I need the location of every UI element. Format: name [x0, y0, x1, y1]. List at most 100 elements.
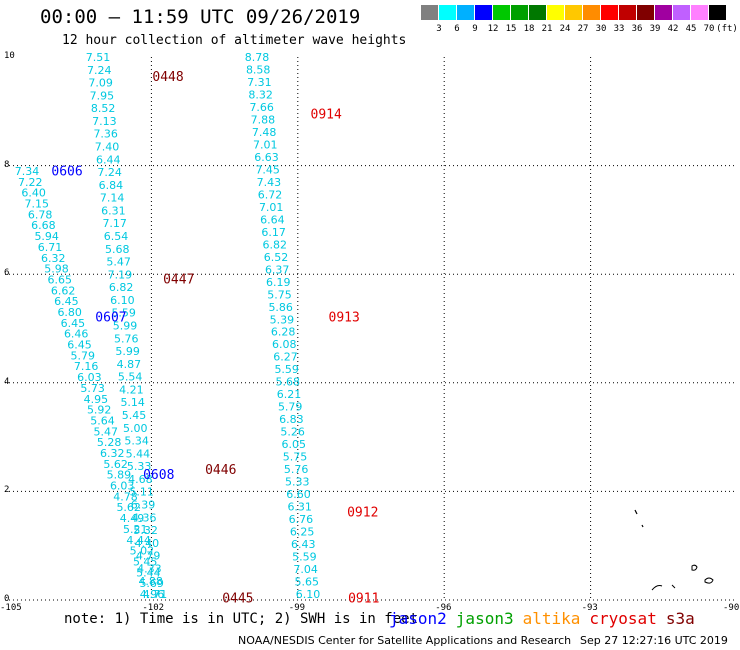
wave-height-value: 6.84	[99, 179, 124, 192]
legend-label: 45	[685, 24, 697, 34]
pass-labels: 0448 0914 0606 0447 0913 0607 0608 0446 0912 0445…	[51, 70, 379, 606]
wave-height-value: 6.32	[100, 447, 125, 460]
wave-height-value: 5.64	[90, 415, 115, 428]
legend-label: 70	[703, 24, 715, 34]
wave-height-value: 5.02	[130, 545, 155, 558]
wave-height-value: 6.82	[109, 281, 134, 294]
wave-height-value: 6.31	[287, 501, 312, 514]
wave-height-value: 7.16	[74, 360, 99, 373]
legend-swatch	[457, 5, 474, 20]
legend-label: (ft)	[716, 24, 738, 34]
wave-height-value: 6.52	[264, 251, 289, 264]
note-text: note: 1) Time is in UTC; 2) SWH is in fe…	[64, 611, 419, 627]
coastline-islands	[634, 509, 714, 591]
wave-height-value: 4.33	[137, 562, 162, 575]
legend-label: 36	[631, 24, 643, 34]
wave-height-value: 5.11	[129, 486, 154, 499]
satellite-altika: altika	[522, 609, 581, 628]
wave-height-value: 7.66	[249, 101, 274, 114]
y-tick-label: 2	[4, 485, 10, 496]
wave-height-value: 8.52	[91, 102, 116, 115]
wave-height-value: 6.27	[273, 351, 298, 364]
legend-label: 21	[541, 24, 553, 34]
wave-height-value: 6.82	[263, 238, 288, 251]
legend-swatch	[691, 5, 708, 20]
wave-height-value: 4.21	[119, 383, 144, 396]
wave-height-value: 4.68	[128, 473, 153, 486]
wave-height-value: 5.75	[283, 451, 308, 464]
wave-height-value: 7.51	[86, 51, 111, 64]
wave-height-value: 5.99	[113, 320, 138, 333]
pass-time-label: 0446	[205, 463, 236, 478]
wave-height-value: 6.05	[282, 438, 307, 451]
wave-height-value: 4.88	[138, 575, 163, 588]
wave-height-value: 6.63	[254, 151, 279, 164]
wave-height-value: 6.28	[271, 326, 296, 339]
wave-height-value: 5.92	[87, 404, 112, 417]
wave-height-value: 7.95	[90, 89, 115, 102]
legend-swatch	[421, 5, 438, 20]
x-tick-label: -99	[288, 603, 306, 613]
wave-height-value: 7.04	[293, 563, 318, 576]
legend-label: 42	[667, 24, 679, 34]
legend-swatch	[583, 5, 600, 20]
wave-height-value: 5.59	[111, 307, 136, 320]
wave-height-value: 6.80	[57, 306, 82, 319]
wave-height-value: 7.01	[259, 201, 284, 214]
legend-label: 39	[649, 24, 661, 34]
wave-height-value: 6.10	[296, 588, 321, 601]
pass-time-label: 0445	[222, 591, 253, 606]
altimeter-tracks: 7.517.247.097.958.527.137.367.406.447.24…	[15, 51, 321, 601]
wave-height-value: 6.68	[31, 219, 56, 232]
y-tick-label: 6	[4, 268, 10, 279]
satellite-legend: jason2 jason3 altika cryosat s3a	[389, 609, 704, 628]
wave-height-value: 4.71	[143, 588, 168, 601]
wave-height-value: 5.14	[120, 396, 145, 409]
wave-height-value: 4.95	[84, 393, 109, 406]
wave-height-value: 5.54	[118, 371, 143, 384]
y-tick-label: 8	[4, 159, 10, 170]
satellite-jason3: jason3	[455, 609, 514, 628]
wave-height-value: 5.69	[139, 577, 164, 590]
wave-height-value: 5.00	[123, 422, 148, 435]
wave-height-value: 5.79	[278, 401, 303, 414]
wave-height-value: 5.32	[133, 524, 158, 537]
x-tick-label: -96	[435, 603, 452, 613]
wave-height-value: 6.32	[41, 252, 66, 265]
wave-height-value: 5.33	[127, 460, 152, 473]
grid-lines	[5, 57, 737, 600]
wave-height-value: 7.34	[15, 165, 40, 178]
legend-label: 3	[436, 24, 442, 34]
wave-height-value: 4.79	[136, 550, 161, 563]
wave-height-value: 5.98	[44, 263, 69, 276]
wave-height-value: 5.73	[80, 382, 105, 395]
wave-height-value: 6.46	[64, 328, 89, 341]
legend-label: 33	[613, 24, 625, 34]
wave-height-value: 6.71	[38, 241, 63, 254]
wave-height-value: 6.54	[104, 230, 129, 243]
wave-height-value: 7.45	[255, 163, 280, 176]
wave-height-value: 5.62	[103, 458, 128, 471]
legend-label: 12	[487, 24, 499, 34]
y-tick-label: 0	[4, 594, 10, 604]
wave-height-value: 5.79	[71, 349, 96, 362]
legend-swatch	[547, 5, 564, 20]
legend-label: 27	[577, 24, 589, 34]
wave-height-value: 6.83	[279, 413, 304, 426]
wave-height-value: 4.40	[135, 537, 160, 550]
wave-height-value: 6.19	[266, 276, 291, 289]
wave-height-value: 5.45	[122, 409, 147, 422]
wave-height-value: 6.25	[290, 526, 315, 539]
wave-height-value: 6.65	[48, 274, 73, 287]
wave-height-value: 7.24	[87, 64, 112, 77]
map-title: 00:00 – 11:59 UTC 09/26/2019	[40, 6, 361, 28]
wave-height-value: 5.86	[268, 301, 293, 314]
wave-height-value: 6.45	[54, 295, 79, 308]
pass-time-label: 0913	[329, 311, 360, 326]
wave-height-value: 5.76	[284, 463, 309, 476]
wave-height-value: 5.75	[267, 288, 292, 301]
pass-time-label: 0447	[163, 273, 194, 288]
wave-height-value: 4.96	[140, 588, 165, 601]
wave-height-value: 6.44	[96, 153, 121, 166]
wave-height-value: 5.33	[285, 476, 310, 489]
